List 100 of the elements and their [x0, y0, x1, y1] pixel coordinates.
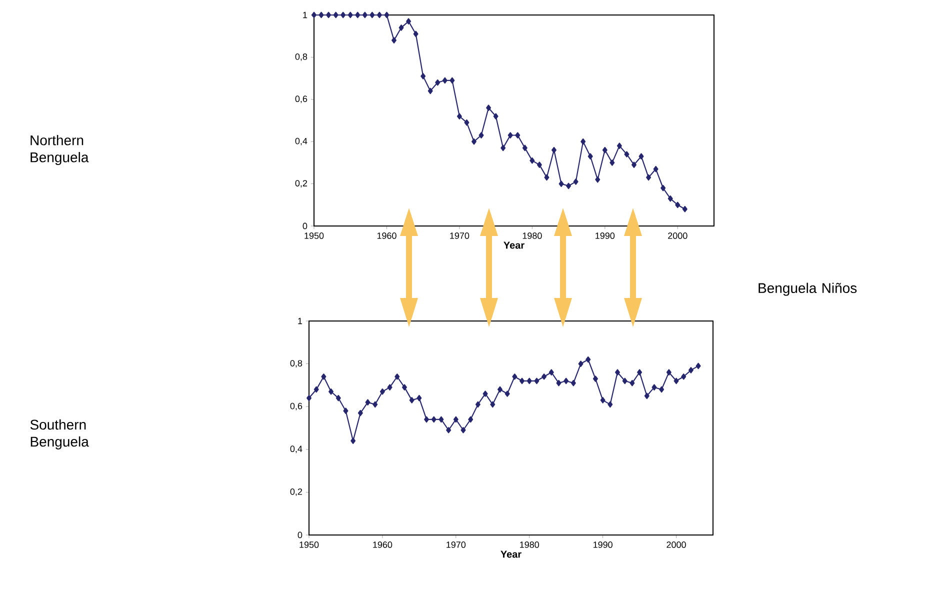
y-tick-label: 0,8 — [295, 53, 308, 61]
point — [608, 401, 613, 408]
x-tick-label: 2000 — [668, 232, 688, 239]
point — [450, 77, 455, 84]
point — [478, 132, 484, 138]
x-tick-label: 1960 — [373, 542, 392, 548]
point — [652, 384, 657, 390]
point — [312, 12, 317, 18]
point — [475, 401, 480, 408]
y-tick-label: 0,6 — [295, 96, 308, 104]
point — [595, 176, 600, 183]
text: Benguela Niños — [758, 282, 857, 296]
point — [646, 174, 652, 181]
point — [556, 380, 562, 386]
point — [326, 12, 332, 18]
y-tick-label: 1 — [303, 12, 308, 18]
y-tick-label: 0,2 — [290, 488, 302, 496]
x-tick-label: 1950 — [304, 232, 324, 239]
point — [355, 12, 360, 18]
point — [638, 153, 644, 160]
point — [493, 113, 498, 120]
point — [566, 182, 572, 190]
point — [681, 373, 686, 380]
point — [435, 79, 440, 86]
point — [314, 386, 319, 393]
point — [630, 380, 635, 386]
point — [340, 12, 346, 18]
y-tick-label: 1 — [298, 318, 302, 324]
x-tick-label: 1970 — [446, 542, 466, 548]
x-tick-label: 1980 — [520, 542, 540, 548]
point — [362, 12, 368, 18]
point — [624, 151, 630, 158]
point — [358, 410, 363, 416]
point — [394, 373, 400, 380]
point — [328, 388, 334, 395]
point — [659, 386, 664, 393]
point — [600, 397, 606, 404]
point — [387, 384, 392, 390]
point — [602, 146, 608, 154]
point — [526, 378, 532, 384]
x-tick-label: 1960 — [377, 232, 396, 239]
point — [384, 12, 390, 18]
point — [570, 380, 576, 386]
point — [486, 104, 492, 111]
y-tick-label: 0,6 — [290, 402, 302, 410]
point — [668, 195, 673, 202]
x-tick-label: 1970 — [450, 232, 470, 239]
y-tick-label: 0,4 — [290, 446, 302, 454]
point — [438, 416, 444, 423]
point — [372, 401, 378, 408]
point — [350, 438, 356, 444]
point — [406, 18, 412, 24]
point — [500, 144, 506, 152]
point — [446, 426, 452, 434]
point — [318, 12, 324, 18]
point — [534, 378, 540, 384]
point — [504, 390, 510, 397]
point — [564, 378, 569, 384]
point — [520, 378, 525, 384]
point — [536, 162, 542, 168]
x-axis-title: Year — [504, 242, 524, 249]
point — [515, 132, 520, 138]
y-tick-label: 0,4 — [295, 138, 308, 146]
point — [615, 369, 620, 376]
point — [472, 138, 476, 145]
point — [420, 73, 426, 80]
y-tick-label: 0 — [298, 532, 302, 538]
point — [456, 113, 462, 120]
point — [464, 119, 470, 126]
text: Southern Benguela — [30, 419, 89, 450]
x-tick-label: 1950 — [300, 542, 319, 548]
point — [660, 184, 666, 192]
point — [637, 369, 642, 376]
point — [348, 12, 353, 18]
point — [674, 378, 679, 384]
point — [675, 202, 680, 208]
point — [622, 378, 628, 384]
point — [616, 142, 622, 149]
point — [398, 24, 404, 31]
point — [336, 394, 341, 402]
point — [512, 373, 518, 380]
point — [482, 390, 488, 397]
point — [542, 373, 547, 380]
point — [588, 153, 593, 160]
y-tick-label: 0 — [302, 222, 308, 230]
point — [548, 369, 554, 376]
point — [666, 369, 672, 376]
point — [578, 360, 584, 367]
point — [365, 399, 370, 406]
point — [558, 180, 564, 187]
point — [586, 356, 591, 363]
point — [402, 384, 407, 390]
point — [631, 162, 636, 168]
text: Northern Benguela — [30, 135, 89, 166]
point — [321, 373, 326, 380]
point — [460, 426, 466, 434]
point — [424, 416, 430, 423]
point — [376, 12, 382, 18]
x-tick-label: 1980 — [522, 232, 542, 239]
point — [497, 386, 502, 393]
